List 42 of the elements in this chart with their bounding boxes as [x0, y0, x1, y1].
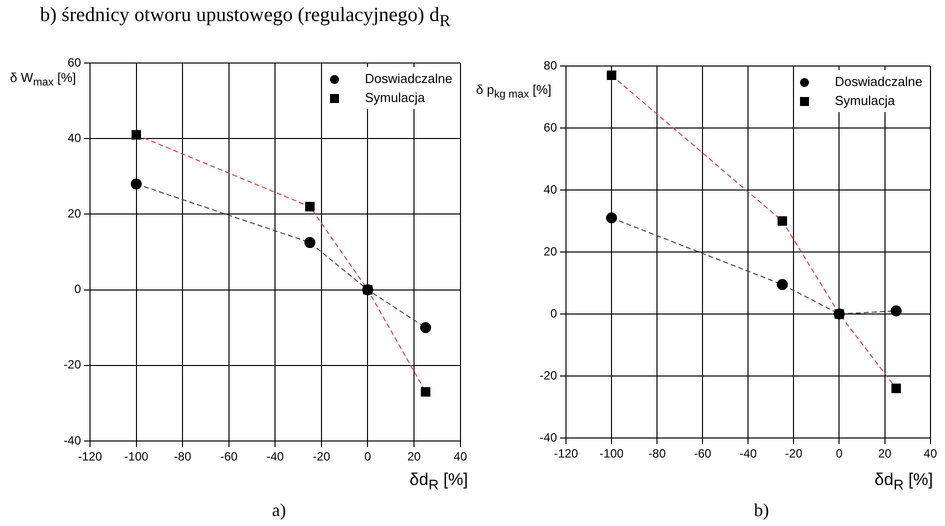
- text: a): [272, 500, 286, 521]
- y-tick-label: 60: [544, 120, 558, 134]
- y-axis-title: δ p$_{kg max}$ [%]: [476, 82, 552, 101]
- x-tick-label: 40: [454, 450, 468, 464]
- x-tick-label: -100: [600, 446, 624, 461]
- y-tick-label: -20: [540, 368, 558, 382]
- x-tick-label: 20: [407, 450, 422, 464]
- x-tick-label: 0: [364, 450, 372, 464]
- y-tick-label: 40: [544, 182, 558, 196]
- y-tick-label: 0: [550, 306, 558, 320]
- y-axis-title: δ W$_{max}$ [%]: [10, 70, 76, 89]
- y-tick-label: 80: [544, 58, 558, 72]
- x-tick-label: -120: [554, 446, 578, 461]
- x-tick-label: -40: [266, 450, 284, 464]
- x-tick-label: -40: [739, 446, 758, 461]
- x-tick-label: -20: [312, 450, 330, 464]
- x-tick-label: -20: [785, 446, 803, 461]
- x-tick-label: -60: [220, 450, 238, 464]
- legend-label: Doswiadczalne: [834, 74, 922, 89]
- y-tick-label: -40: [64, 433, 82, 448]
- y-tick-label: 0: [74, 282, 82, 296]
- legend-label: Symulacja: [364, 90, 425, 105]
- x-tick-label: -80: [174, 450, 192, 464]
- y-tick-label: 20: [68, 206, 82, 221]
- y-tick-label: -20: [64, 358, 82, 372]
- x-axis-title: δd$_{R}$ [%]: [410, 470, 468, 494]
- legend-label: Symulacja: [834, 93, 895, 108]
- x-tick-label: -100: [124, 450, 149, 464]
- chart-title: b) średnicy otworu upustowego (regulacyjnego) d$_{R}$: [40, 4, 450, 31]
- x-tick-label: -60: [694, 446, 712, 461]
- x-tick-label: 20: [878, 446, 892, 461]
- x-tick-label: 40: [924, 446, 938, 461]
- x-axis-title: δd$_{R}$ [%]: [874, 470, 933, 494]
- y-tick-label: 20: [544, 244, 558, 258]
- legend-label: Doswiadczalne: [364, 71, 452, 86]
- y-tick-label: 60: [68, 55, 82, 70]
- x-tick-label: -120: [78, 450, 102, 464]
- x-tick-label: -80: [648, 446, 666, 461]
- x-tick-label: 0: [836, 446, 843, 461]
- text: b): [754, 500, 769, 521]
- y-tick-label: 40: [68, 130, 82, 145]
- y-tick-label: -40: [540, 430, 558, 444]
